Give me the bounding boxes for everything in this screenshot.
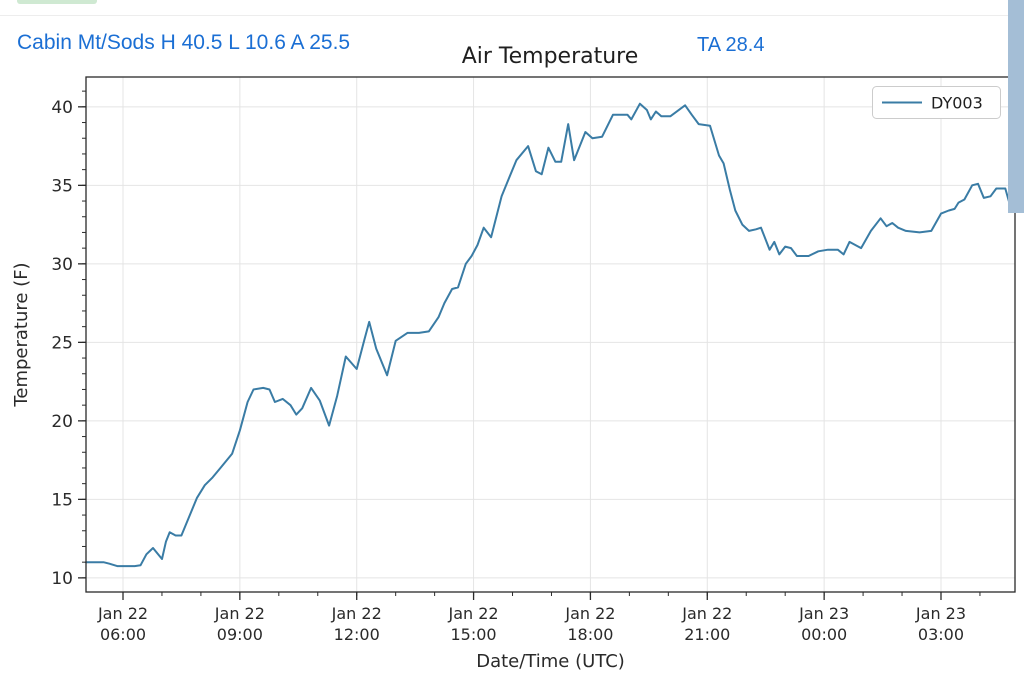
x-tick-label: 12:00 — [334, 625, 380, 644]
x-tick-label: 15:00 — [451, 625, 497, 644]
y-axis-label: Temperature (F) — [11, 262, 32, 407]
ta-value-text: TA 28.4 — [697, 34, 765, 56]
station-summary-text: Cabin Mt/Sods H 40.5 L 10.6 A 25.5 — [17, 31, 351, 54]
y-tick-label: 30 — [51, 255, 73, 275]
header-divider — [0, 15, 1024, 16]
x-tick-label: 06:00 — [100, 625, 146, 644]
plot-border — [85, 76, 1016, 593]
x-tick-label: Jan 22 — [331, 604, 382, 623]
x-tick-label: 21:00 — [684, 625, 730, 644]
legend-box — [872, 86, 1001, 119]
y-tick-label: 20 — [51, 412, 73, 432]
x-tick-label: 09:00 — [217, 625, 263, 644]
y-tick-label: 35 — [51, 176, 73, 196]
x-tick-label: Jan 23 — [915, 604, 966, 623]
x-tick-label: Jan 22 — [448, 604, 499, 623]
y-tick-label: 40 — [51, 98, 73, 118]
x-tick-label: Jan 22 — [97, 604, 148, 623]
chart-title: Air Temperature — [461, 44, 639, 69]
x-tick-label: 18:00 — [567, 625, 613, 644]
x-tick-label: Jan 22 — [681, 604, 732, 623]
y-tick-label: 25 — [51, 333, 73, 353]
y-tick-label: 10 — [51, 569, 73, 589]
x-tick-label: Jan 22 — [214, 604, 265, 623]
x-tick-label: Jan 22 — [564, 604, 615, 623]
x-tick-label: 03:00 — [918, 625, 964, 644]
legend-label: DY003 — [931, 94, 983, 113]
series-line — [85, 102, 1013, 568]
x-axis-label: Date/Time (UTC) — [476, 651, 625, 672]
y-tick-label: 15 — [51, 490, 73, 510]
x-tick-label: Jan 23 — [798, 604, 849, 623]
scrollbar-thumb[interactable] — [1008, 0, 1024, 213]
x-tick-label: 00:00 — [801, 625, 847, 644]
tab-indicator — [17, 0, 97, 4]
